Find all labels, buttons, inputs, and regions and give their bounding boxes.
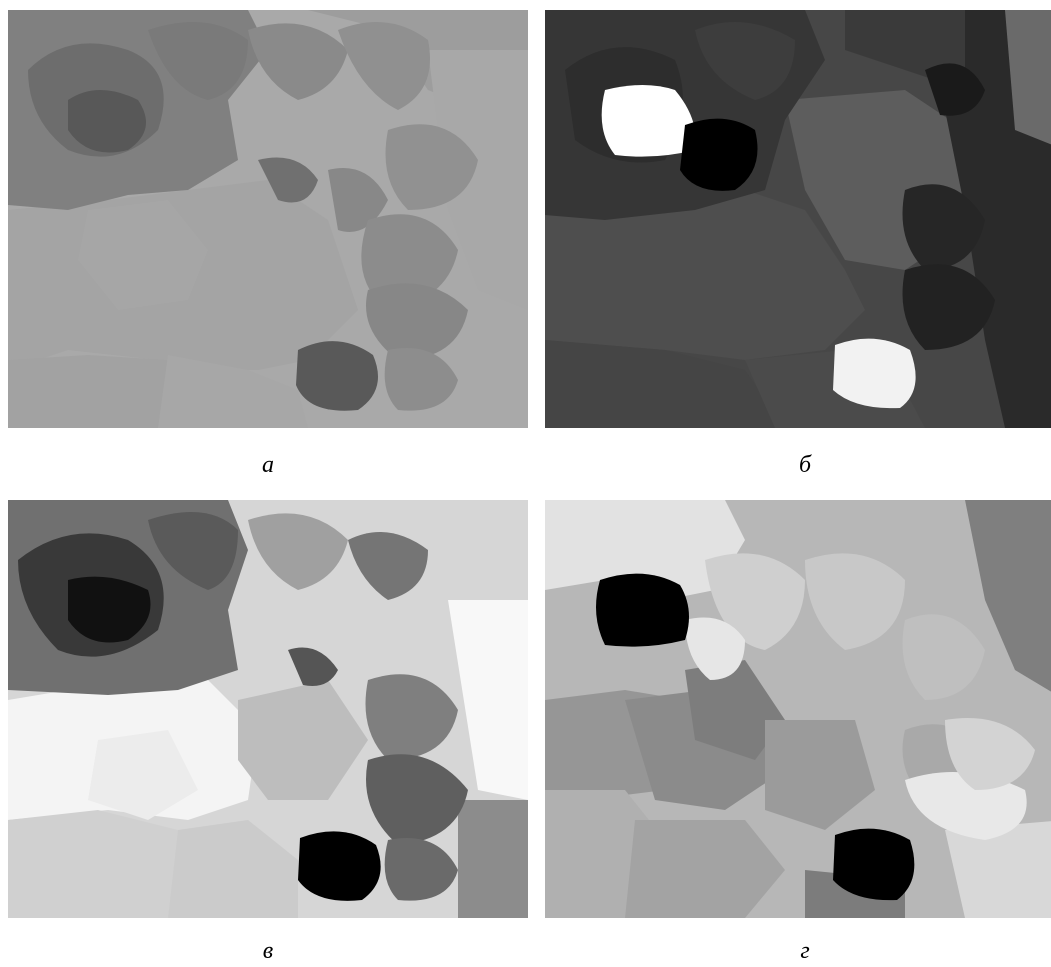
segmentation-image-c — [8, 500, 528, 918]
caption-c: в — [262, 938, 274, 964]
caption-d: г — [800, 938, 810, 964]
segmentation-image-d — [545, 500, 1051, 918]
segmentation-image-b — [545, 10, 1051, 428]
caption-a: а — [262, 452, 274, 478]
segmentation-image-a — [8, 10, 528, 428]
caption-b: б — [798, 452, 812, 478]
